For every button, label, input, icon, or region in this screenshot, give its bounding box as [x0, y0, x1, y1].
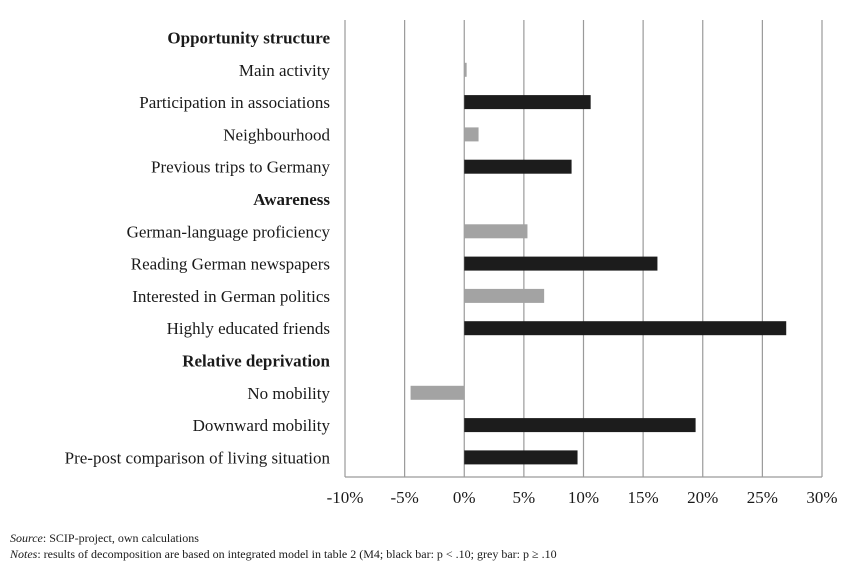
x-tick-label: 10% — [568, 488, 599, 507]
x-tick-label: 30% — [806, 488, 837, 507]
x-tick-label: 0% — [453, 488, 476, 507]
bar — [464, 159, 572, 174]
grid-lines — [344, 20, 823, 478]
source-note: Source: SCIP-project, own calculations — [10, 531, 199, 546]
bar — [464, 288, 545, 303]
source-text: : SCIP-project, own calculations — [42, 531, 199, 545]
bar — [410, 385, 465, 400]
category-label: Highly educated friends — [167, 319, 330, 338]
notes-note: Notes: results of decomposition are base… — [10, 547, 557, 562]
category-label: Interested in German politics — [132, 287, 330, 306]
category-label: Previous trips to Germany — [151, 158, 330, 177]
source-label: Source — [10, 531, 43, 545]
bar — [464, 418, 696, 433]
section-header: Relative deprivation — [182, 352, 330, 371]
bar — [464, 62, 467, 77]
x-tick-label: 5% — [513, 488, 536, 507]
category-label: German-language proficiency — [127, 222, 331, 241]
x-tick-label: -10% — [327, 488, 364, 507]
category-labels: Opportunity structure Main activity Partic… — [65, 29, 331, 468]
x-tick-label: 15% — [628, 488, 659, 507]
x-axis-tick-labels: -10% -5% 0% 5% 10% 15% 20% 25% 30% — [327, 488, 838, 507]
bar — [464, 127, 479, 142]
decomposition-bar-chart: Opportunity structure Main activity Partic… — [65, 20, 838, 507]
category-label: Main activity — [239, 61, 331, 80]
notes-label: Notes — [10, 547, 38, 561]
bar — [464, 321, 787, 336]
category-label: Neighbourhood — [223, 125, 330, 144]
section-header: Awareness — [253, 190, 330, 209]
bars — [410, 62, 787, 465]
notes-text: : results of decomposition are based on … — [37, 547, 557, 561]
bar — [464, 224, 528, 239]
category-label: Participation in associations — [139, 93, 330, 112]
bar — [464, 256, 658, 271]
bar — [464, 95, 591, 110]
section-header: Opportunity structure — [167, 29, 330, 48]
category-label: No mobility — [247, 384, 330, 403]
category-label: Pre-post comparison of living situation — [65, 448, 331, 467]
bar — [464, 450, 578, 465]
x-tick-label: 25% — [747, 488, 778, 507]
x-tick-label: -5% — [390, 488, 418, 507]
x-tick-label: 20% — [687, 488, 718, 507]
category-label: Downward mobility — [193, 416, 331, 435]
category-label: Reading German newspapers — [131, 255, 330, 274]
